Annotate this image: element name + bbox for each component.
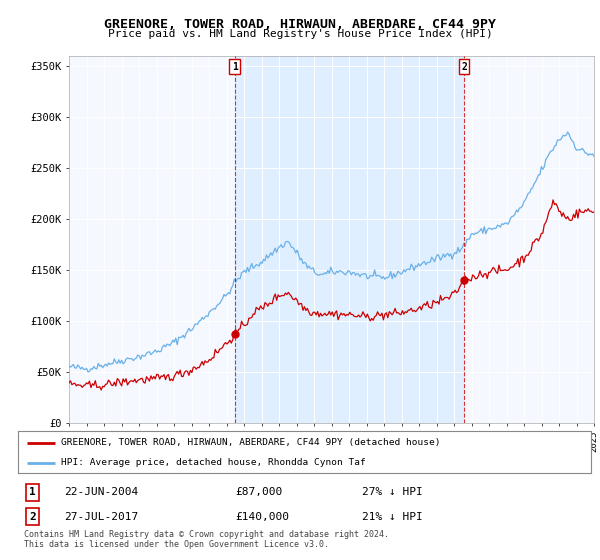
Text: 1: 1	[232, 62, 238, 72]
Text: GREENORE, TOWER ROAD, HIRWAUN, ABERDARE, CF44 9PY (detached house): GREENORE, TOWER ROAD, HIRWAUN, ABERDARE,…	[61, 438, 440, 447]
Text: GREENORE, TOWER ROAD, HIRWAUN, ABERDARE, CF44 9PY: GREENORE, TOWER ROAD, HIRWAUN, ABERDARE,…	[104, 18, 496, 31]
Text: 2: 2	[461, 62, 467, 72]
Text: 21% ↓ HPI: 21% ↓ HPI	[362, 512, 422, 521]
Text: 22-JUN-2004: 22-JUN-2004	[64, 487, 138, 497]
Text: £140,000: £140,000	[236, 512, 290, 521]
Text: Price paid vs. HM Land Registry's House Price Index (HPI): Price paid vs. HM Land Registry's House …	[107, 29, 493, 39]
Text: HPI: Average price, detached house, Rhondda Cynon Taf: HPI: Average price, detached house, Rhon…	[61, 458, 366, 467]
Bar	[235, 56, 464, 423]
Text: Contains HM Land Registry data © Crown copyright and database right 2024.
This d: Contains HM Land Registry data © Crown c…	[24, 530, 389, 549]
Text: 2: 2	[29, 512, 36, 521]
Text: 1: 1	[29, 487, 36, 497]
Text: 27% ↓ HPI: 27% ↓ HPI	[362, 487, 422, 497]
Text: 27-JUL-2017: 27-JUL-2017	[64, 512, 138, 521]
Text: £87,000: £87,000	[236, 487, 283, 497]
